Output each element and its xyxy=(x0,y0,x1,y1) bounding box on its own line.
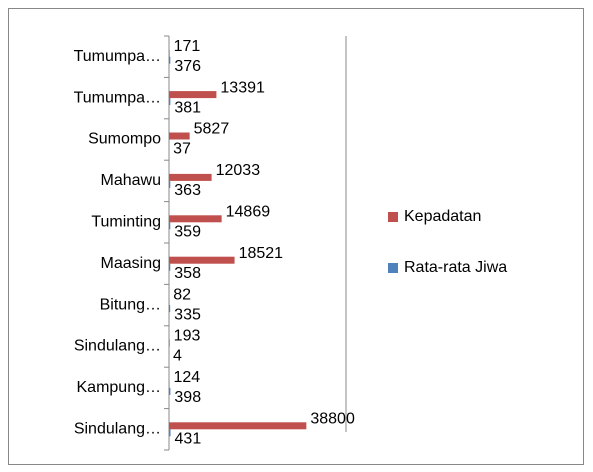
data-label: 82 xyxy=(173,286,191,303)
bar xyxy=(169,215,222,223)
data-label: 171 xyxy=(174,38,201,55)
bar xyxy=(169,56,171,64)
y-tick-label: Sindulang… xyxy=(74,338,161,355)
data-label: 335 xyxy=(174,306,201,323)
y-tick-label: Sumompo xyxy=(88,131,161,148)
data-label: 363 xyxy=(174,182,201,199)
data-label: 5827 xyxy=(194,121,230,138)
y-tick-label: Bitung… xyxy=(100,296,161,313)
bar xyxy=(169,173,212,181)
bar xyxy=(169,429,171,437)
data-label: 358 xyxy=(174,265,201,282)
bar xyxy=(169,339,170,347)
data-label: 18521 xyxy=(239,245,284,262)
data-label: 13391 xyxy=(220,79,265,96)
chart-border xyxy=(8,8,584,465)
data-label: 359 xyxy=(174,224,201,241)
legend-swatch xyxy=(388,263,398,273)
data-label: 381 xyxy=(174,99,201,116)
data-label: 12033 xyxy=(216,162,261,179)
data-label: 38800 xyxy=(310,411,355,428)
bar xyxy=(169,422,307,430)
y-tick-label: Kampung… xyxy=(77,379,162,396)
data-label: 431 xyxy=(175,431,202,448)
legend-swatch xyxy=(388,212,398,222)
bar xyxy=(169,256,235,264)
y-tick-label: Mahawu xyxy=(101,172,161,189)
bar xyxy=(169,91,217,99)
y-tick-label: Tumumpa… xyxy=(74,89,161,106)
data-label: 124 xyxy=(173,369,200,386)
data-label: 193 xyxy=(174,328,201,345)
y-tick-label: Maasing xyxy=(101,255,161,272)
bar xyxy=(169,49,170,57)
legend-label: Rata-rata Jiwa xyxy=(404,259,507,276)
bar xyxy=(169,387,171,395)
legend-label: Kepadatan xyxy=(404,208,481,225)
y-tick-label: Tuminting xyxy=(91,214,161,231)
data-label: 14869 xyxy=(226,204,271,221)
bar xyxy=(169,180,171,188)
bar xyxy=(169,263,171,271)
bar xyxy=(169,132,190,140)
data-label: 37 xyxy=(173,141,191,158)
bar xyxy=(169,98,171,106)
y-tick-label: Tumumpa… xyxy=(74,48,161,65)
data-label: 4 xyxy=(173,348,182,365)
data-label: 398 xyxy=(174,389,201,406)
bar xyxy=(169,222,171,230)
bar xyxy=(169,305,171,313)
data-label: 376 xyxy=(174,58,201,75)
y-tick-label: Sindulang… xyxy=(74,421,161,438)
